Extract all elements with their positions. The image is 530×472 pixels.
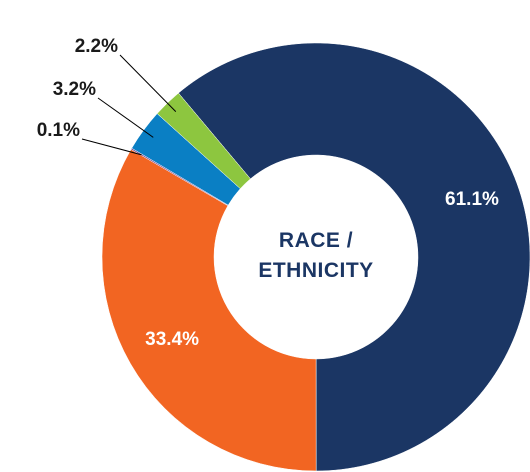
donut-slice xyxy=(101,149,317,472)
data-label: 61.1% xyxy=(445,189,499,210)
data-label: 33.4% xyxy=(145,329,199,350)
data-label: 0.1% xyxy=(37,120,80,141)
leader-line xyxy=(81,138,142,156)
leader-line xyxy=(119,54,177,112)
leader-line xyxy=(97,97,154,138)
donut-slice xyxy=(156,92,251,189)
chart-title: RACE / ETHNICITY xyxy=(258,229,374,282)
donut-slice xyxy=(178,42,530,472)
data-label: 3.2% xyxy=(53,79,96,100)
data-label: 2.2% xyxy=(75,36,118,57)
